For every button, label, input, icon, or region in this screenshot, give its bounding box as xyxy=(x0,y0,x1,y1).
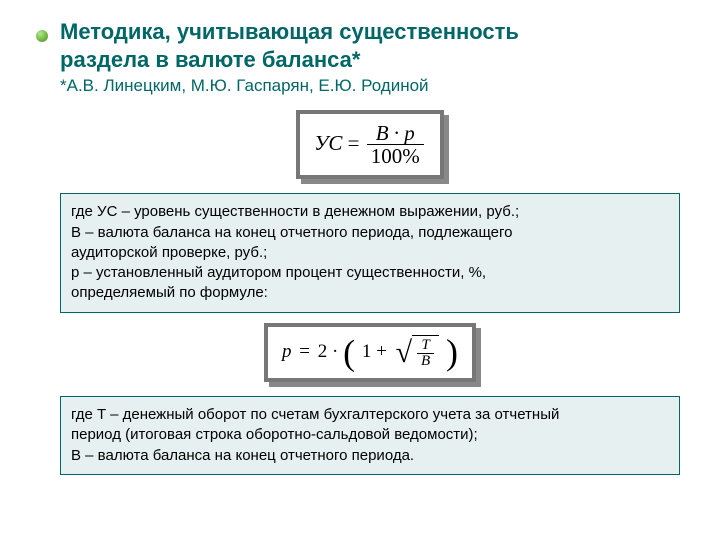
formula1-den: 100% xyxy=(367,145,424,167)
desc2-l2: период (итоговая строка оборотно-сальдов… xyxy=(71,426,478,443)
desc2-l1: где T – денежный оборот по счетам бухгал… xyxy=(71,406,559,423)
formula1-lhs: УС xyxy=(314,131,342,155)
description-box-1: где УС – уровень существенности в денежн… xyxy=(60,193,680,312)
desc1-l2: B – валюта баланса на конец отчетного пе… xyxy=(71,224,512,241)
formula2-sqrt-num: T xyxy=(417,338,434,355)
formula2-box: p = 2 · ( 1 + √ T B ) xyxy=(264,323,476,383)
formula1-fraction: B · p 100% xyxy=(367,122,424,167)
formula2-eq: = xyxy=(299,341,310,362)
sqrt-icon: √ xyxy=(396,335,412,368)
formula2-lhs: p xyxy=(282,341,292,362)
formula2-close: ) xyxy=(446,332,458,372)
formula1-eq: = xyxy=(348,131,360,155)
formula2-sqrt: √ T B xyxy=(396,335,440,371)
title-line1: Методика, учитывающая существенность xyxy=(60,19,519,44)
desc2-l3: В – валюта баланса на конец отчетного пе… xyxy=(71,447,414,464)
description-box-2: где T – денежный оборот по счетам бухгал… xyxy=(60,396,680,475)
formula2-coef: 2 · xyxy=(318,341,339,362)
slide-authors: *А.В. Линецким, М.Ю. Гаспарян, Е.Ю. Роди… xyxy=(60,76,680,96)
formula2-open: ( xyxy=(343,332,355,372)
formula2-sqrt-den: B xyxy=(417,354,434,370)
formula1-holder: УС = B · p 100% xyxy=(60,110,680,179)
slide: Методика, учитывающая существенность раз… xyxy=(0,0,720,540)
title-line2: раздела в валюте баланса* xyxy=(60,47,360,72)
desc1-l1: где УС – уровень существенности в денежн… xyxy=(71,203,519,220)
desc1-l4: p – установленный аудитором процент суще… xyxy=(71,264,486,281)
formula2-oneplus: 1 + xyxy=(362,341,387,362)
formula2-holder: p = 2 · ( 1 + √ T B ) xyxy=(60,323,680,383)
formula1-num: B · p xyxy=(367,122,424,145)
title-bullet-icon xyxy=(36,30,48,42)
formula1-box: УС = B · p 100% xyxy=(296,110,443,179)
desc1-l3: аудиторской проверке, руб.; xyxy=(71,244,267,261)
desc1-l5: определяемый по формуле: xyxy=(71,284,268,301)
slide-title: Методика, учитывающая существенность раз… xyxy=(60,18,680,74)
